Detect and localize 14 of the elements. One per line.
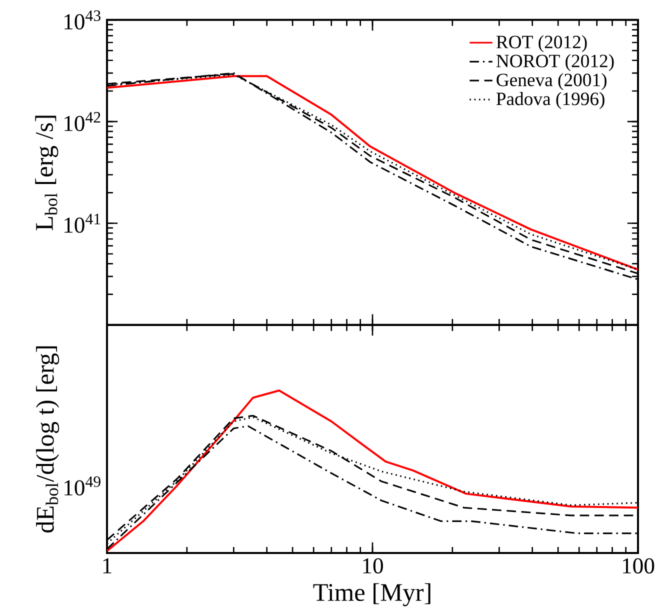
legend-label: NOROT (2012): [496, 54, 614, 72]
x-axis-title: Time [Myr]: [313, 583, 430, 606]
y-tick-label: 10$^{41}$: [64, 214, 100, 233]
y-tick-label: 10$^{43}$: [64, 10, 100, 30]
x-tick-label: 100: [622, 558, 654, 574]
legend-label: ROT (2012): [496, 35, 587, 52]
text: 10$^{49}$: [64, 476, 100, 496]
legend-label: Geneva (2001): [496, 73, 606, 90]
legend-label: Padova (1996): [496, 92, 604, 109]
x-tick-label: 1: [103, 558, 112, 574]
y-axis-title: dE$_{bol}$/d(log t) [erg]: [36, 346, 60, 533]
y-axis-title: L$_{bol}$ [erg /s]: [35, 116, 58, 230]
y-tick-label: 10$^{42}$: [64, 112, 100, 132]
x-tick-label: 10: [363, 558, 383, 574]
